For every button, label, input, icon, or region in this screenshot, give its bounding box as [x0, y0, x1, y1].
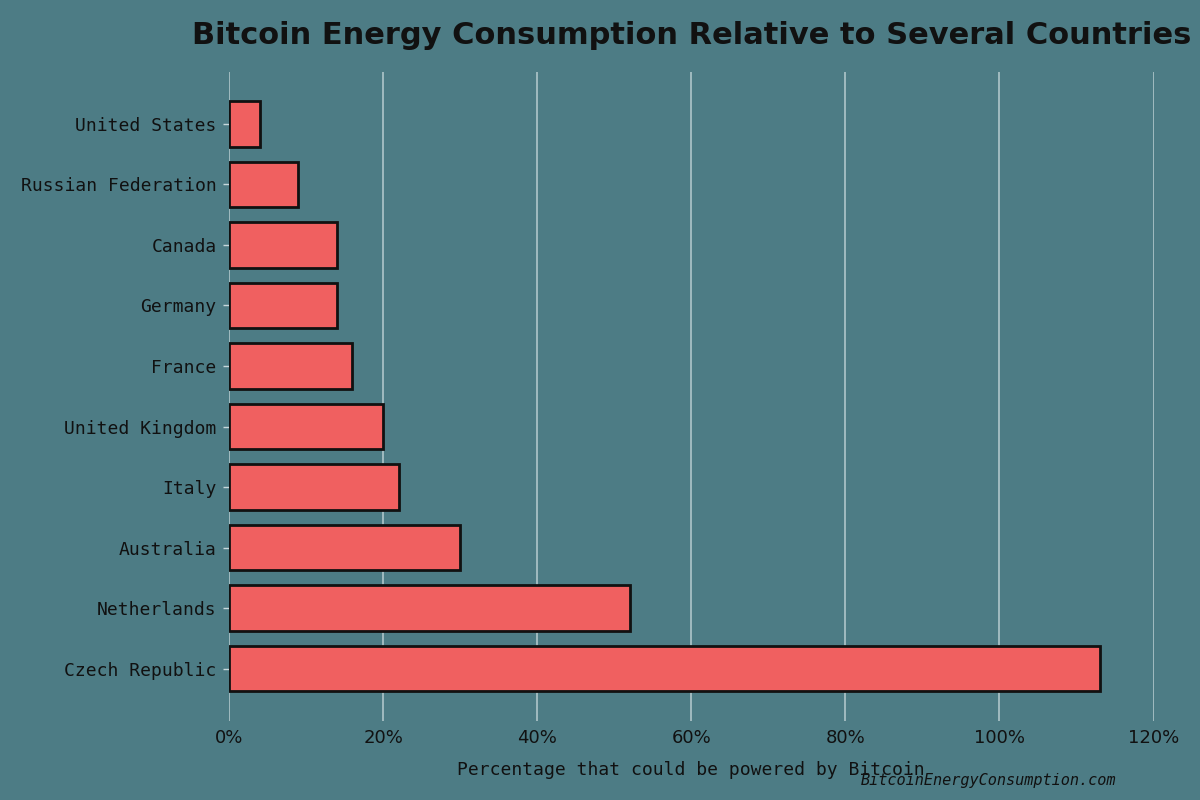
Text: BitcoinEnergyConsumption.com: BitcoinEnergyConsumption.com — [860, 773, 1116, 788]
Bar — [229, 343, 353, 389]
Bar — [229, 404, 383, 450]
Title: Bitcoin Energy Consumption Relative to Several Countries: Bitcoin Energy Consumption Relative to S… — [192, 21, 1190, 50]
Bar — [229, 464, 398, 510]
Bar — [229, 586, 630, 631]
X-axis label: Percentage that could be powered by Bitcoin: Percentage that could be powered by Bitc… — [457, 761, 925, 779]
Bar — [229, 525, 460, 570]
Bar — [229, 222, 337, 268]
Bar — [229, 646, 1099, 691]
Bar — [229, 101, 260, 146]
Bar — [229, 282, 337, 328]
Bar — [229, 162, 299, 207]
